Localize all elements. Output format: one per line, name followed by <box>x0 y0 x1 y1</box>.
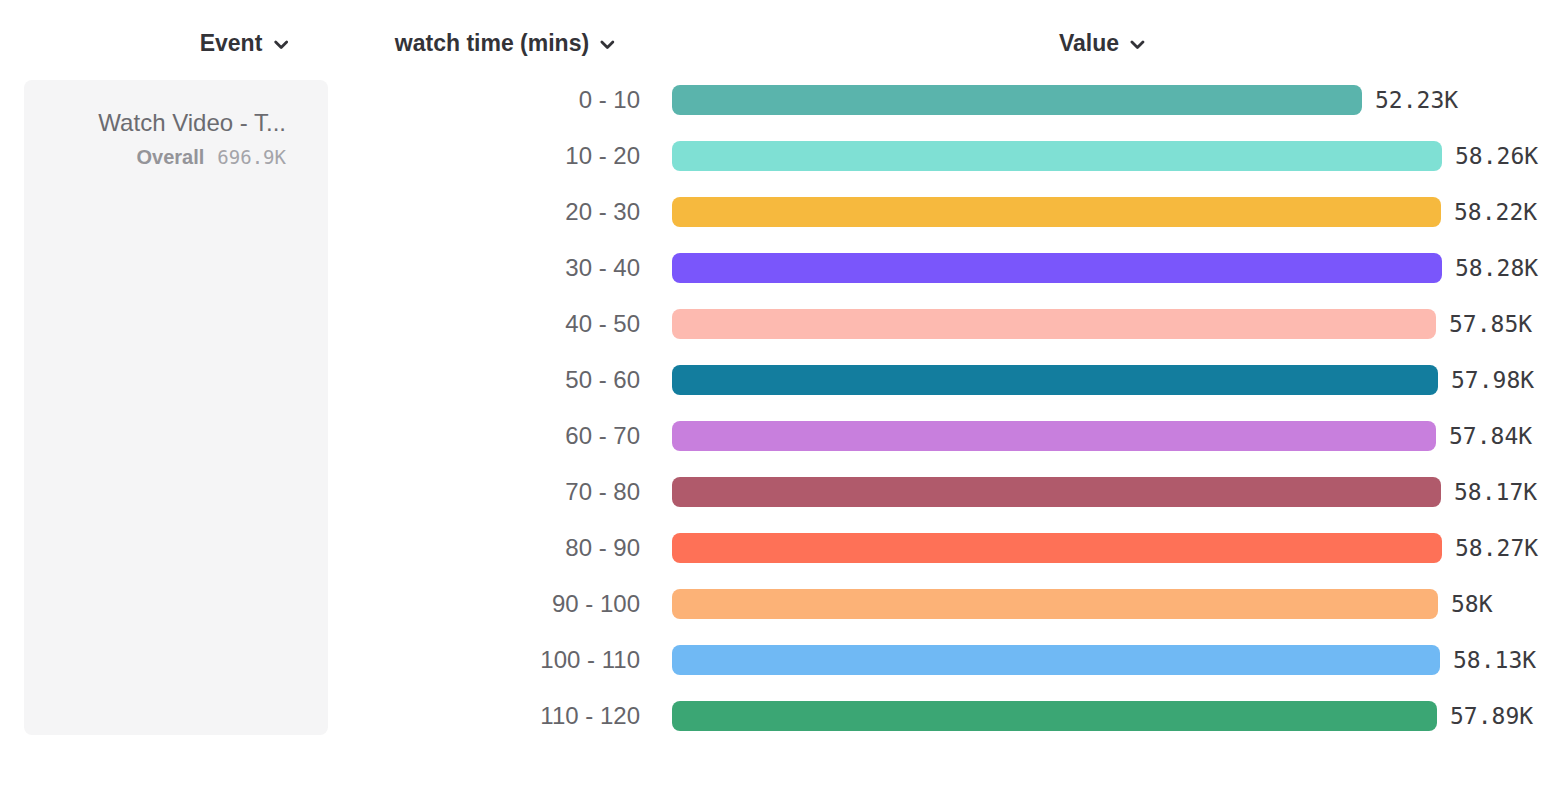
value-label: 58.22K <box>1454 199 1537 225</box>
value-label: 57.84K <box>1449 423 1532 449</box>
value-bar[interactable] <box>672 589 1438 619</box>
bar-row: 110 - 120 57.89K <box>0 688 1568 744</box>
bucket-label: 0 - 10 <box>0 86 640 114</box>
value-bar[interactable] <box>672 701 1437 731</box>
value-bar[interactable] <box>672 421 1436 451</box>
watch-time-column-header[interactable]: watch time (mins) <box>395 27 615 59</box>
value-label: 58.28K <box>1455 255 1538 281</box>
bucket-label: 110 - 120 <box>0 702 640 730</box>
bar-row: 80 - 90 58.27K <box>0 520 1568 576</box>
value-bar[interactable] <box>672 309 1436 339</box>
value-bar[interactable] <box>672 533 1442 563</box>
bar-row: 60 - 70 57.84K <box>0 408 1568 464</box>
event-column-label: Event <box>200 30 263 57</box>
bar-row: 0 - 10 52.23K <box>0 72 1568 128</box>
chevron-down-icon <box>273 40 288 50</box>
bucket-label: 80 - 90 <box>0 534 640 562</box>
insights-bar-chart-view: Event watch time (mins) Value Watch Vide… <box>0 0 1568 790</box>
bucket-label: 100 - 110 <box>0 646 640 674</box>
bar-row: 10 - 20 58.26K <box>0 128 1568 184</box>
value-bar[interactable] <box>672 365 1438 395</box>
bar-rows-container: 0 - 10 52.23K 10 - 20 58.26K 20 - 30 58.22K 30… <box>0 72 1568 744</box>
chevron-down-icon <box>1130 40 1145 50</box>
value-label: 58.27K <box>1455 535 1538 561</box>
value-bar[interactable] <box>672 253 1442 283</box>
bar-row: 90 - 100 58K <box>0 576 1568 632</box>
value-label: 57.85K <box>1449 311 1532 337</box>
value-bar[interactable] <box>672 85 1362 115</box>
bucket-label: 40 - 50 <box>0 310 640 338</box>
bucket-label: 90 - 100 <box>0 590 640 618</box>
value-label: 58.17K <box>1454 479 1537 505</box>
value-label: 58.26K <box>1455 143 1538 169</box>
value-bar[interactable] <box>672 141 1442 171</box>
value-column-label: Value <box>1059 30 1119 57</box>
event-column-header[interactable]: Event <box>200 27 289 59</box>
watch-time-column-label: watch time (mins) <box>395 30 589 57</box>
bar-row: 40 - 50 57.85K <box>0 296 1568 352</box>
value-label: 57.89K <box>1450 703 1533 729</box>
bucket-label: 10 - 20 <box>0 142 640 170</box>
bar-row: 70 - 80 58.17K <box>0 464 1568 520</box>
chevron-down-icon <box>600 40 615 50</box>
bucket-label: 50 - 60 <box>0 366 640 394</box>
bucket-label: 70 - 80 <box>0 478 640 506</box>
bucket-label: 60 - 70 <box>0 422 640 450</box>
bar-row: 100 - 110 58.13K <box>0 632 1568 688</box>
value-bar[interactable] <box>672 645 1440 675</box>
value-bar[interactable] <box>672 197 1441 227</box>
bar-row: 20 - 30 58.22K <box>0 184 1568 240</box>
value-label: 52.23K <box>1375 87 1458 113</box>
bucket-label: 30 - 40 <box>0 254 640 282</box>
value-label: 58.13K <box>1453 647 1536 673</box>
bar-row: 30 - 40 58.28K <box>0 240 1568 296</box>
value-column-header[interactable]: Value <box>1059 27 1145 59</box>
value-bar[interactable] <box>672 477 1441 507</box>
bucket-label: 20 - 30 <box>0 198 640 226</box>
bar-row: 50 - 60 57.98K <box>0 352 1568 408</box>
value-label: 57.98K <box>1451 367 1534 393</box>
value-label: 58K <box>1451 591 1493 617</box>
